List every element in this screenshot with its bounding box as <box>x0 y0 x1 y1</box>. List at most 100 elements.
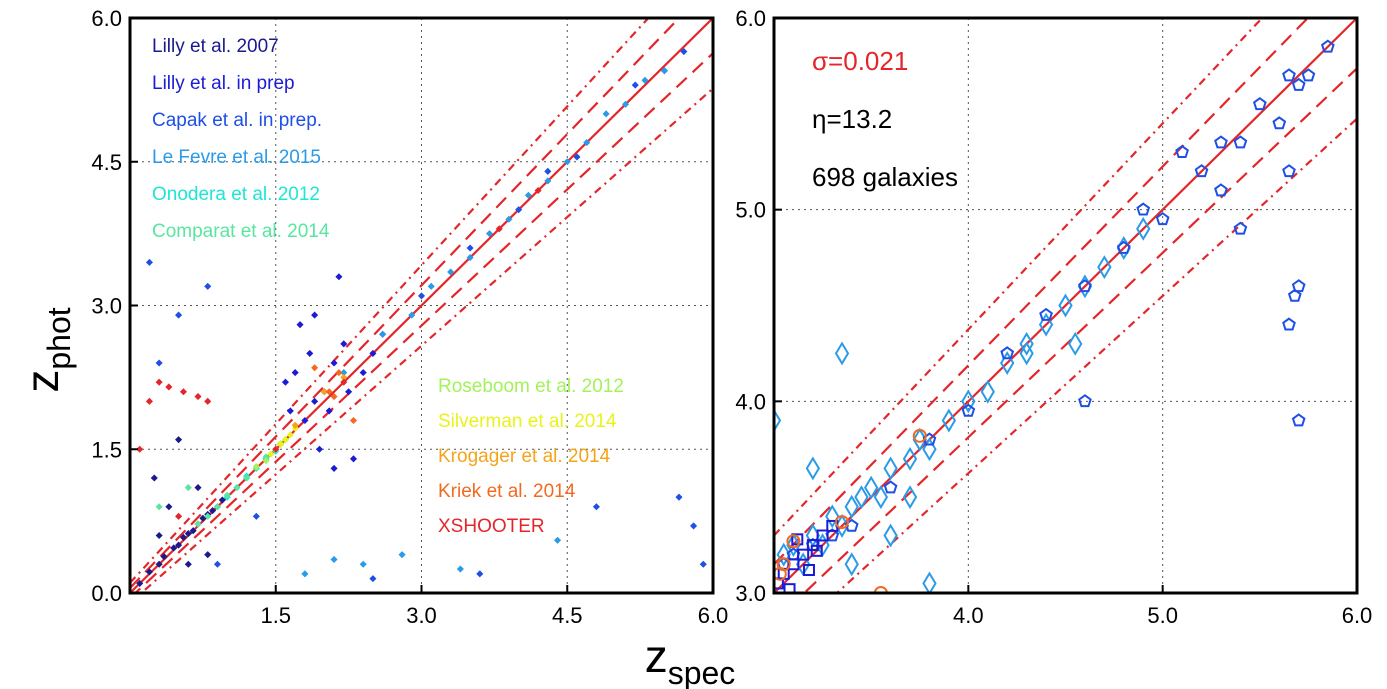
data-point <box>136 579 144 587</box>
data-point <box>301 416 309 425</box>
data-point <box>291 369 299 377</box>
data-point <box>1214 135 1228 149</box>
data-point <box>883 523 898 548</box>
data-point <box>622 100 630 108</box>
data-point <box>1301 68 1316 82</box>
x-tick-label: 3.0 <box>406 603 437 628</box>
data-point <box>553 536 562 544</box>
data-point <box>573 153 581 161</box>
data-point <box>311 311 319 319</box>
x-tick-label: 4.0 <box>953 603 984 628</box>
data-point <box>1000 346 1015 360</box>
data-point <box>175 512 183 520</box>
data-point <box>602 110 610 118</box>
right-plot-frame <box>772 16 1359 595</box>
data-point <box>223 491 231 499</box>
data-point <box>776 542 791 567</box>
legend-entry: Kriek et al. 2014 <box>438 481 576 502</box>
data-point <box>835 515 850 530</box>
data-point <box>340 378 348 386</box>
data-point <box>204 282 212 290</box>
data-point <box>783 583 796 593</box>
right-tick-labels: 4.0 5.0 6.0 3.0 4.0 5.0 6.0 <box>735 6 1372 628</box>
data-point <box>286 407 294 415</box>
data-point <box>184 560 192 568</box>
right-scatter-panel: 4.0 5.0 6.0 3.0 4.0 5.0 6.0 σ=0.021 η=13.2 698 g… <box>735 6 1372 628</box>
data-point <box>155 531 163 540</box>
data-point <box>160 553 168 561</box>
data-point <box>301 570 309 578</box>
legend-entry: Lilly et al. in prep <box>152 73 295 94</box>
data-point <box>1291 77 1306 91</box>
data-point <box>175 541 183 549</box>
data-point <box>330 359 338 367</box>
data-point <box>155 378 163 386</box>
data-point <box>912 427 927 452</box>
legend-entry: Capak et al. in prep. <box>152 110 322 131</box>
outlier-bound-upper <box>774 18 1310 566</box>
data-point <box>194 520 202 528</box>
data-point <box>155 560 163 568</box>
data-point <box>281 378 290 386</box>
y-tick-label: 3.0 <box>735 581 766 606</box>
legend-entry: Roseboom et al. 2012 <box>438 376 624 397</box>
left-tick-labels: 1.5 3.0 4.5 6.0 0.0 1.5 3.0 4.5 6.0 <box>91 6 728 628</box>
data-point <box>243 474 251 482</box>
data-point <box>563 158 571 166</box>
y-tick-label: 1.5 <box>91 437 122 462</box>
data-point <box>1287 288 1302 302</box>
data-point <box>417 292 426 300</box>
data-point <box>1282 164 1296 178</box>
data-point <box>369 575 377 583</box>
data-point <box>262 453 270 461</box>
data-point <box>325 388 333 396</box>
data-point <box>286 431 294 439</box>
data-point <box>524 191 532 199</box>
data-point <box>447 268 455 276</box>
data-point <box>155 359 163 367</box>
data-point <box>277 440 285 448</box>
data-point <box>466 244 474 252</box>
outlier-bound-lower <box>802 67 1357 593</box>
data-point <box>941 408 957 433</box>
data-point <box>485 230 494 238</box>
y-tick-label: 4.5 <box>91 150 122 175</box>
x-axis-label: zspec <box>645 630 736 689</box>
data-point <box>1097 255 1112 280</box>
y-tick-label: 5.0 <box>735 198 766 223</box>
data-point <box>787 558 800 571</box>
data-point <box>980 379 995 404</box>
y-tick-label: 4.0 <box>735 389 766 414</box>
stat-entry: η=13.2 <box>812 104 892 134</box>
data-point <box>1272 116 1287 130</box>
data-point <box>802 564 815 576</box>
data-point <box>150 474 158 482</box>
data-point <box>1155 212 1170 226</box>
data-point <box>179 388 187 396</box>
data-point <box>1136 202 1151 216</box>
data-point <box>272 445 280 453</box>
outlier-bound-lower <box>133 52 713 593</box>
data-point <box>922 437 937 462</box>
data-point <box>204 512 212 520</box>
x-tick-label: 4.5 <box>552 603 583 628</box>
right-stats-text: σ=0.021 η=13.2 698 galaxies <box>812 46 958 192</box>
data-point <box>213 560 221 568</box>
data-point <box>335 369 343 377</box>
data-point <box>834 341 850 366</box>
data-point <box>544 167 552 175</box>
data-point <box>306 349 314 357</box>
data-point <box>189 527 197 535</box>
data-point <box>786 534 801 549</box>
data-point <box>379 330 387 338</box>
data-point <box>218 496 226 504</box>
data-point <box>675 493 683 501</box>
outlier-bound-lower-2sigma <box>835 117 1357 593</box>
data-point <box>398 551 406 559</box>
data-point <box>1000 351 1015 375</box>
data-point <box>791 533 804 546</box>
data-point <box>1282 68 1296 82</box>
data-point <box>776 557 791 572</box>
left-legend: Lilly et al. 2007 Lilly et al. in prep Cap… <box>152 36 330 242</box>
